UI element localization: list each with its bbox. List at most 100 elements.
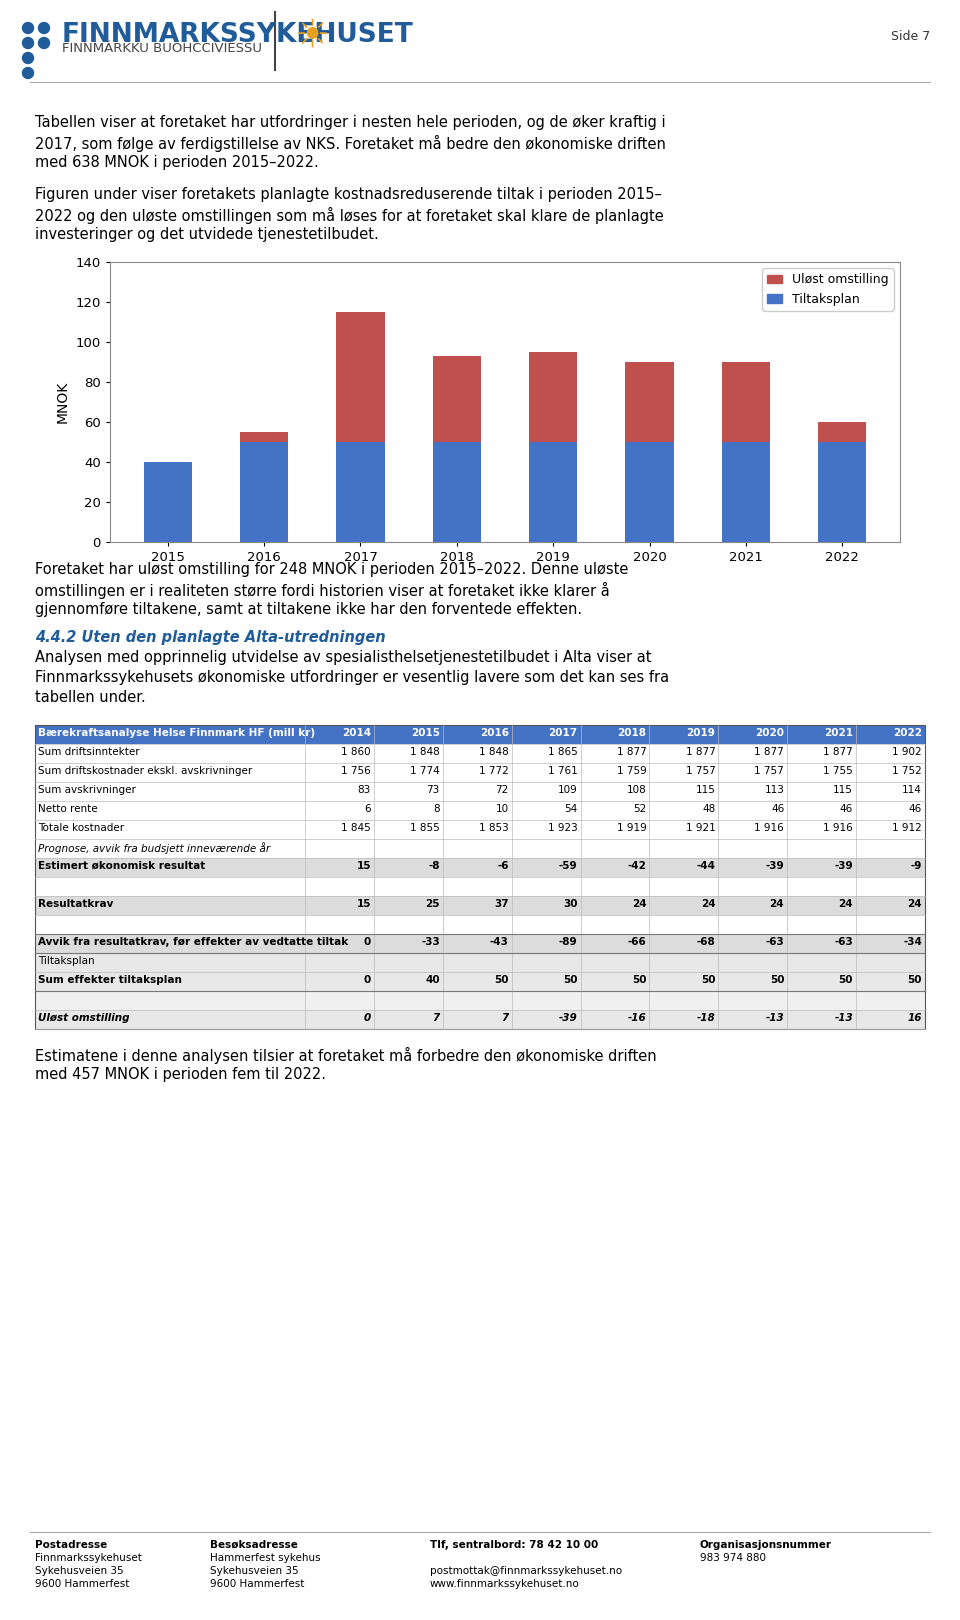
Text: 50: 50 bbox=[632, 975, 646, 985]
Text: 1 757: 1 757 bbox=[755, 766, 784, 776]
Text: 2014: 2014 bbox=[342, 727, 371, 739]
Text: -68: -68 bbox=[697, 936, 715, 948]
Text: 0: 0 bbox=[364, 975, 371, 985]
Text: 50: 50 bbox=[564, 975, 578, 985]
Text: 8: 8 bbox=[433, 804, 440, 813]
Text: 1 877: 1 877 bbox=[685, 747, 715, 757]
Circle shape bbox=[22, 68, 34, 78]
Text: 1 755: 1 755 bbox=[824, 766, 853, 776]
Text: Netto rente: Netto rente bbox=[38, 804, 98, 813]
Bar bbox=[336, 442, 385, 543]
Text: 2022 og den uløste omstillingen som må løses for at foretaket skal klare de plan: 2022 og den uløste omstillingen som må l… bbox=[35, 207, 663, 224]
Text: Besøksadresse: Besøksadresse bbox=[210, 1541, 298, 1550]
Bar bbox=[35, 876, 925, 896]
Text: 2016: 2016 bbox=[480, 727, 509, 739]
Text: 1 761: 1 761 bbox=[548, 766, 578, 776]
Text: 2019: 2019 bbox=[686, 727, 715, 739]
Text: omstillingen er i realiteten større fordi historien viser at foretaket ikke klar: omstillingen er i realiteten større ford… bbox=[35, 582, 610, 599]
Circle shape bbox=[38, 23, 50, 34]
Text: 1 877: 1 877 bbox=[616, 747, 646, 757]
Text: 1 752: 1 752 bbox=[892, 766, 922, 776]
Text: 9600 Hammerfest: 9600 Hammerfest bbox=[35, 1580, 130, 1589]
Bar bbox=[35, 726, 925, 1029]
Text: 4.4.2 Uten den planlagte Alta-utredningen: 4.4.2 Uten den planlagte Alta-utredninge… bbox=[35, 630, 386, 645]
Text: 1 756: 1 756 bbox=[341, 766, 371, 776]
Text: 1 860: 1 860 bbox=[341, 747, 371, 757]
Text: 1 855: 1 855 bbox=[410, 823, 440, 833]
Text: Bærekraftsanalyse Helse Finnmark HF (mill kr): Bærekraftsanalyse Helse Finnmark HF (mil… bbox=[38, 727, 315, 739]
Text: investeringer og det utvidede tjenestetilbudet.: investeringer og det utvidede tjenesteti… bbox=[35, 227, 379, 241]
Bar bbox=[35, 800, 925, 820]
Text: Tiltaksplan: Tiltaksplan bbox=[38, 956, 95, 966]
Text: Tlf, sentralbord: 78 42 10 00: Tlf, sentralbord: 78 42 10 00 bbox=[430, 1541, 598, 1550]
Text: 10: 10 bbox=[495, 804, 509, 813]
Y-axis label: MNOK: MNOK bbox=[56, 381, 70, 423]
Text: 1 845: 1 845 bbox=[341, 823, 371, 833]
Text: -9: -9 bbox=[911, 860, 922, 872]
Text: -8: -8 bbox=[428, 860, 440, 872]
Text: 15: 15 bbox=[356, 899, 371, 909]
Text: Hammerfest sykehus: Hammerfest sykehus bbox=[210, 1554, 321, 1563]
Text: Avvik fra resultatkrav, før effekter av vedtatte tiltak: Avvik fra resultatkrav, før effekter av … bbox=[38, 936, 348, 948]
Text: 1 877: 1 877 bbox=[824, 747, 853, 757]
Text: Sum effekter tiltaksplan: Sum effekter tiltaksplan bbox=[38, 975, 181, 985]
Text: 46: 46 bbox=[909, 804, 922, 813]
Bar bbox=[240, 442, 288, 543]
Text: 2017: 2017 bbox=[548, 727, 578, 739]
Text: -34: -34 bbox=[903, 936, 922, 948]
Text: 1 921: 1 921 bbox=[685, 823, 715, 833]
Text: -63: -63 bbox=[765, 936, 784, 948]
Bar bbox=[433, 356, 481, 442]
Text: 1 923: 1 923 bbox=[548, 823, 578, 833]
Text: gjennomføre tiltakene, samt at tiltakene ikke har den forventede effekten.: gjennomføre tiltakene, samt at tiltakene… bbox=[35, 603, 582, 617]
Text: Postadresse: Postadresse bbox=[35, 1541, 108, 1550]
Text: Foretaket har uløst omstilling for 248 MNOK i perioden 2015–2022. Denne uløste: Foretaket har uløst omstilling for 248 M… bbox=[35, 562, 629, 577]
Text: Side 7: Side 7 bbox=[891, 31, 930, 44]
Bar bbox=[35, 820, 925, 839]
Text: 2020: 2020 bbox=[756, 727, 784, 739]
Text: 0: 0 bbox=[364, 1012, 371, 1022]
Text: 54: 54 bbox=[564, 804, 578, 813]
Text: 6: 6 bbox=[364, 804, 371, 813]
Bar bbox=[144, 462, 192, 543]
Text: 114: 114 bbox=[902, 786, 922, 795]
Bar bbox=[35, 915, 925, 935]
Text: 1 772: 1 772 bbox=[479, 766, 509, 776]
Text: 983 974 880: 983 974 880 bbox=[700, 1554, 766, 1563]
Bar bbox=[35, 935, 925, 953]
Text: 15: 15 bbox=[356, 860, 371, 872]
Bar bbox=[35, 953, 925, 972]
Text: FINNMÁRKKU BUOHCCIVIESSU: FINNMÁRKKU BUOHCCIVIESSU bbox=[62, 42, 262, 55]
Bar bbox=[336, 313, 385, 442]
Text: -13: -13 bbox=[765, 1012, 784, 1022]
Bar bbox=[35, 744, 925, 763]
Text: 24: 24 bbox=[838, 899, 853, 909]
Bar bbox=[35, 991, 925, 1009]
Text: 48: 48 bbox=[702, 804, 715, 813]
Text: 24: 24 bbox=[770, 899, 784, 909]
Text: Sykehusveien 35: Sykehusveien 35 bbox=[35, 1567, 124, 1576]
Text: -43: -43 bbox=[490, 936, 509, 948]
Text: -39: -39 bbox=[559, 1012, 578, 1022]
Bar bbox=[35, 859, 925, 876]
Text: 9600 Hammerfest: 9600 Hammerfest bbox=[210, 1580, 304, 1589]
Bar bbox=[35, 972, 925, 991]
Text: 1 848: 1 848 bbox=[479, 747, 509, 757]
Text: Tabellen viser at foretaket har utfordringer i nesten hele perioden, og de øker : Tabellen viser at foretaket har utfordri… bbox=[35, 115, 665, 130]
Text: FINNMARKSSYKEHUSET: FINNMARKSSYKEHUSET bbox=[62, 23, 414, 49]
Text: -63: -63 bbox=[834, 936, 853, 948]
Text: -44: -44 bbox=[696, 860, 715, 872]
Text: 115: 115 bbox=[695, 786, 715, 795]
Text: -42: -42 bbox=[628, 860, 646, 872]
Text: 109: 109 bbox=[558, 786, 578, 795]
Bar bbox=[35, 726, 925, 744]
Text: 46: 46 bbox=[840, 804, 853, 813]
Text: 1 919: 1 919 bbox=[616, 823, 646, 833]
Text: -89: -89 bbox=[559, 936, 578, 948]
Text: 7: 7 bbox=[433, 1012, 440, 1022]
Text: ☀: ☀ bbox=[295, 16, 330, 55]
Text: 1 774: 1 774 bbox=[410, 766, 440, 776]
Text: 1 877: 1 877 bbox=[755, 747, 784, 757]
Text: 50: 50 bbox=[494, 975, 509, 985]
Text: Finnmarkssykehuset: Finnmarkssykehuset bbox=[35, 1554, 142, 1563]
